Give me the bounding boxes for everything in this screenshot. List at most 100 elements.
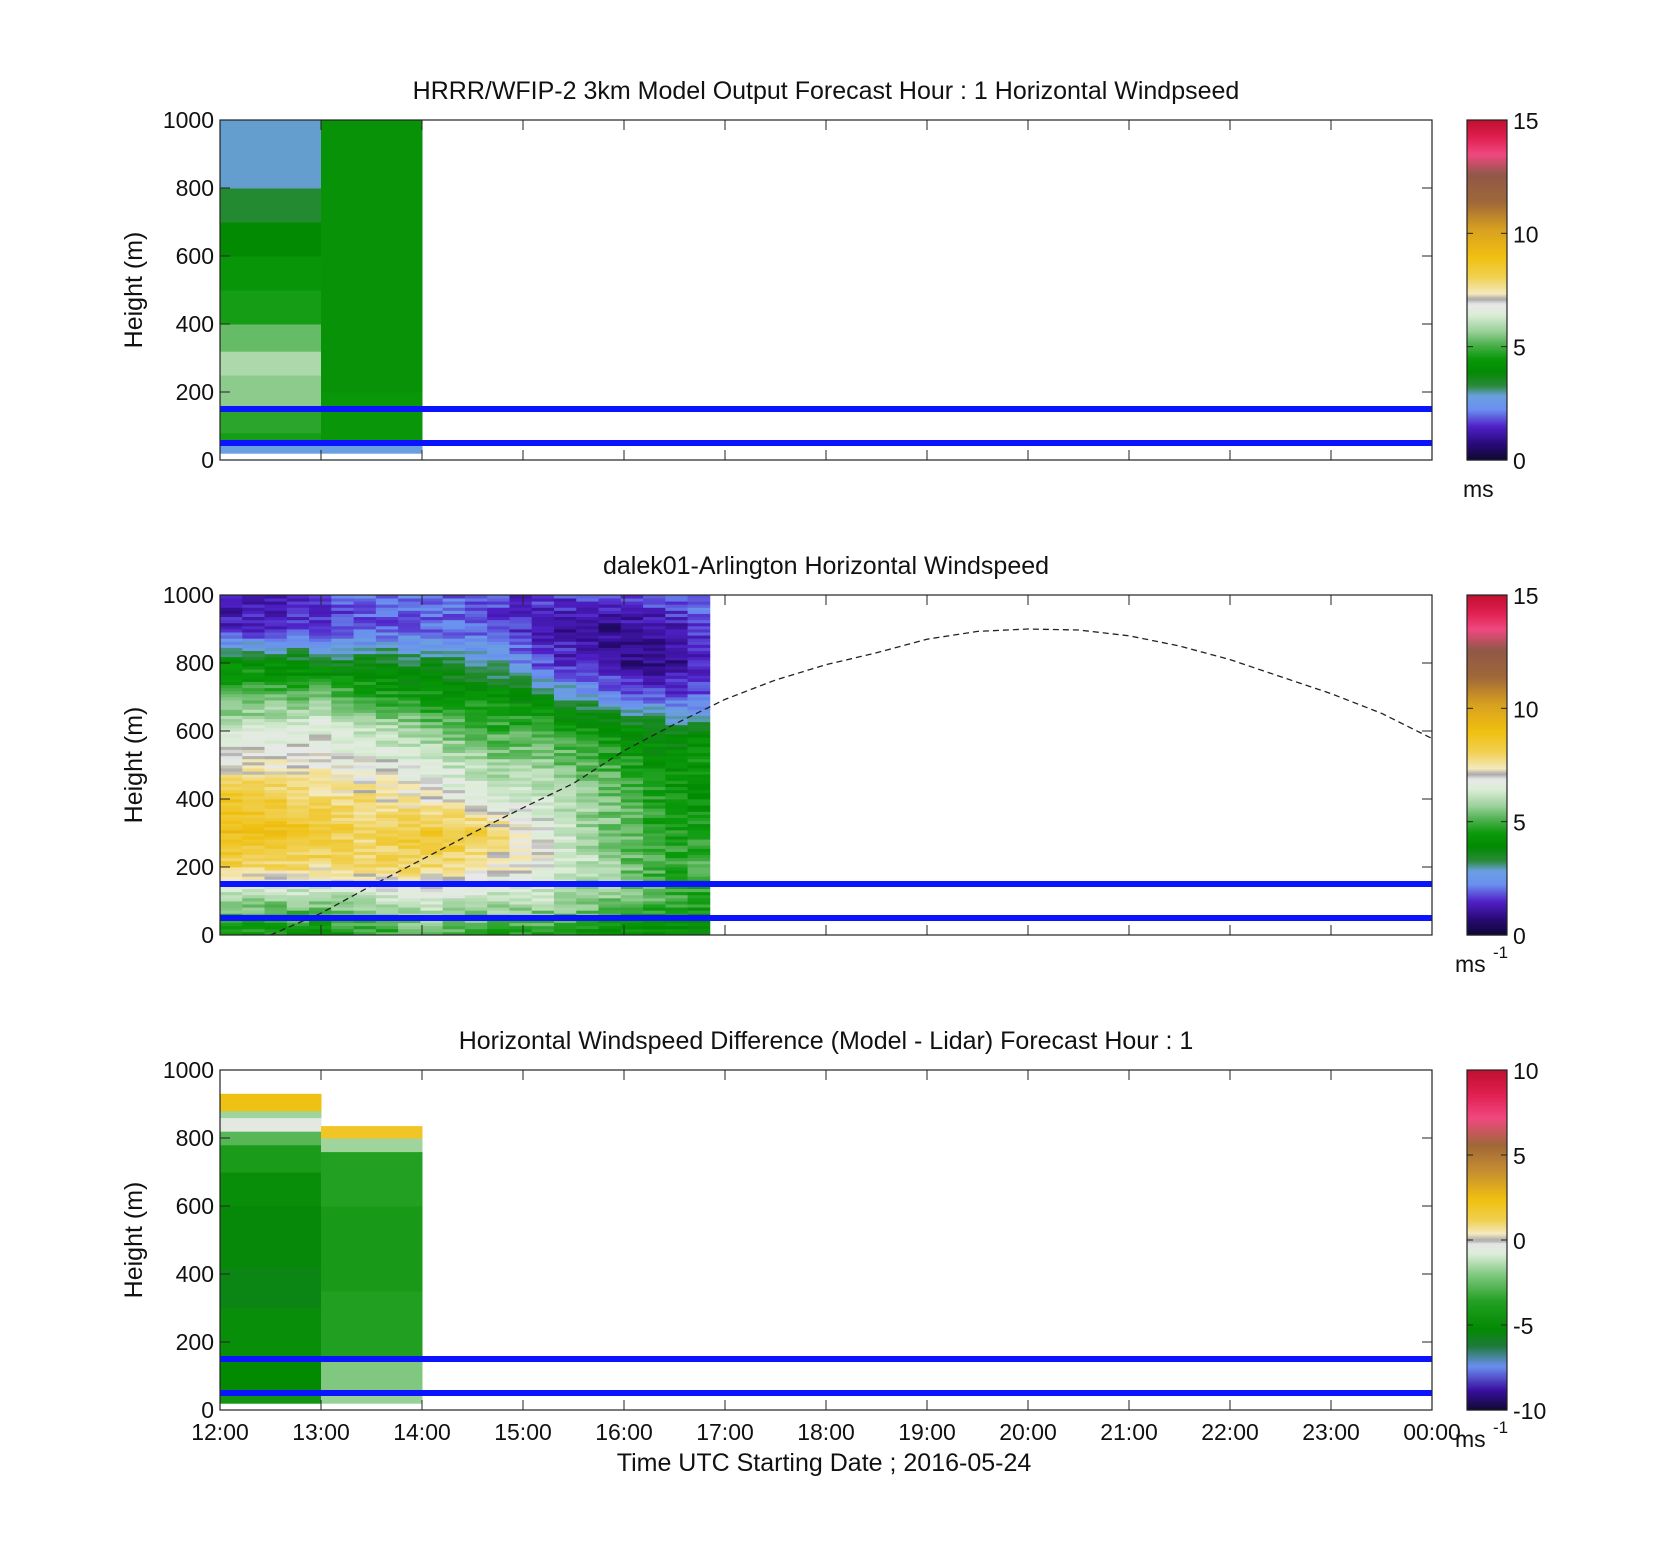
heatmap-cell [576, 848, 599, 852]
heatmap-cell [487, 780, 510, 784]
heatmap-cell [464, 663, 488, 667]
heatmap-cell [576, 860, 599, 865]
heatmap-cell [398, 749, 421, 754]
heatmap-cell [620, 860, 644, 865]
heatmap-cell [264, 613, 288, 618]
heatmap-cell [620, 727, 644, 732]
colorbar-segment [1467, 637, 1507, 640]
heatmap-cell [220, 919, 243, 924]
heatmap-cell [598, 876, 622, 880]
heatmap-cell [331, 690, 354, 695]
heatmap-cell [643, 848, 666, 852]
heatmap-cell [242, 925, 265, 930]
heatmap-cell [487, 910, 510, 914]
heatmap-cell [509, 780, 533, 784]
heatmap-cell [442, 829, 466, 834]
heatmap-cell [286, 734, 310, 738]
heatmap-cell [487, 622, 510, 627]
heatmap-cell [687, 653, 711, 658]
heatmap-cell [220, 752, 243, 757]
colorbar-segment [1467, 859, 1507, 862]
heatmap-cell [576, 891, 599, 896]
colorbar-segment [1467, 354, 1507, 357]
heatmap-cell [220, 256, 322, 291]
colorbar-segment [1467, 1222, 1507, 1225]
colorbar-segment [1467, 400, 1507, 403]
heatmap-cell [509, 783, 533, 788]
heatmap-cell [643, 774, 666, 778]
heatmap-cell [620, 907, 644, 911]
colorbar-segment [1467, 190, 1507, 193]
heatmap-cell [264, 795, 288, 800]
heatmap-cell [375, 752, 399, 757]
colorbar-segment [1467, 314, 1507, 317]
heatmap-cell [576, 789, 599, 794]
heatmap-cell [531, 925, 555, 930]
colorbar-segment [1467, 368, 1507, 371]
heatmap-cell [643, 842, 666, 846]
heatmap-cell [264, 672, 288, 676]
heatmap-cell [286, 681, 310, 686]
heatmap-cell [598, 792, 622, 797]
heatmap-cell [531, 771, 555, 775]
heatmap-cell [620, 647, 644, 652]
heatmap-cell [242, 761, 265, 766]
heatmap-cell [220, 610, 243, 614]
colorbar-segment [1467, 1216, 1507, 1219]
heatmap-cell [220, 833, 243, 837]
heatmap-cell [398, 922, 421, 927]
heatmap-cell [553, 693, 577, 698]
heatmap-cell [286, 885, 310, 890]
heatmap-cell [531, 663, 555, 667]
heatmap-cell [264, 863, 288, 868]
heatmap-cell [353, 786, 377, 791]
heatmap-cell [665, 619, 688, 624]
heatmap-cell [220, 805, 243, 809]
heatmap-cell [553, 811, 577, 815]
heatmap-cell [553, 607, 577, 611]
heatmap-cell [464, 839, 488, 843]
colorbar-segment [1467, 1076, 1507, 1079]
colorbar-segment [1467, 1364, 1507, 1367]
colorbar-segment [1467, 324, 1507, 327]
heatmap-cell [331, 746, 354, 750]
heatmap-cell [620, 814, 644, 818]
colorbar-tick-label: 0 [1513, 448, 1526, 474]
heatmap-cell [242, 687, 265, 692]
heatmap-cell [242, 622, 265, 627]
colorbar-segment [1467, 358, 1507, 361]
heatmap-cell [398, 820, 421, 825]
heatmap-cell [687, 891, 711, 896]
heatmap-cell [442, 706, 466, 710]
heatmap-cell [420, 931, 444, 936]
heatmap-cell [398, 678, 421, 682]
heatmap-cell [442, 780, 466, 784]
heatmap-cell [286, 687, 310, 692]
heatmap-cell [353, 805, 377, 809]
heatmap-cell [487, 897, 510, 902]
heatmap-cell [286, 675, 310, 679]
heatmap-cell [553, 808, 577, 812]
heatmap-cell [242, 805, 265, 809]
heatmap-cell [598, 873, 622, 877]
heatmap-cell [531, 737, 555, 741]
heatmap-cell [309, 610, 332, 614]
heatmap-cell [398, 731, 421, 735]
heatmap-cell [687, 610, 711, 614]
heatmap-cell [442, 904, 466, 908]
heatmap-cell [220, 755, 243, 760]
heatmap-cell [264, 746, 288, 750]
heatmap-cell [309, 765, 332, 769]
heatmap-cell [398, 876, 421, 880]
heatmap-cell [643, 836, 666, 840]
heatmap-cell [531, 675, 555, 679]
heatmap-cell [553, 897, 577, 902]
heatmap-cell [220, 601, 243, 605]
heatmap-cell [220, 848, 243, 852]
heatmap-cell [442, 891, 466, 896]
colorbar-segment [1467, 236, 1507, 239]
heatmap-cell [509, 885, 533, 890]
heatmap-cell [576, 709, 599, 713]
heatmap-cell [420, 653, 444, 658]
heatmap-cell [264, 839, 288, 843]
